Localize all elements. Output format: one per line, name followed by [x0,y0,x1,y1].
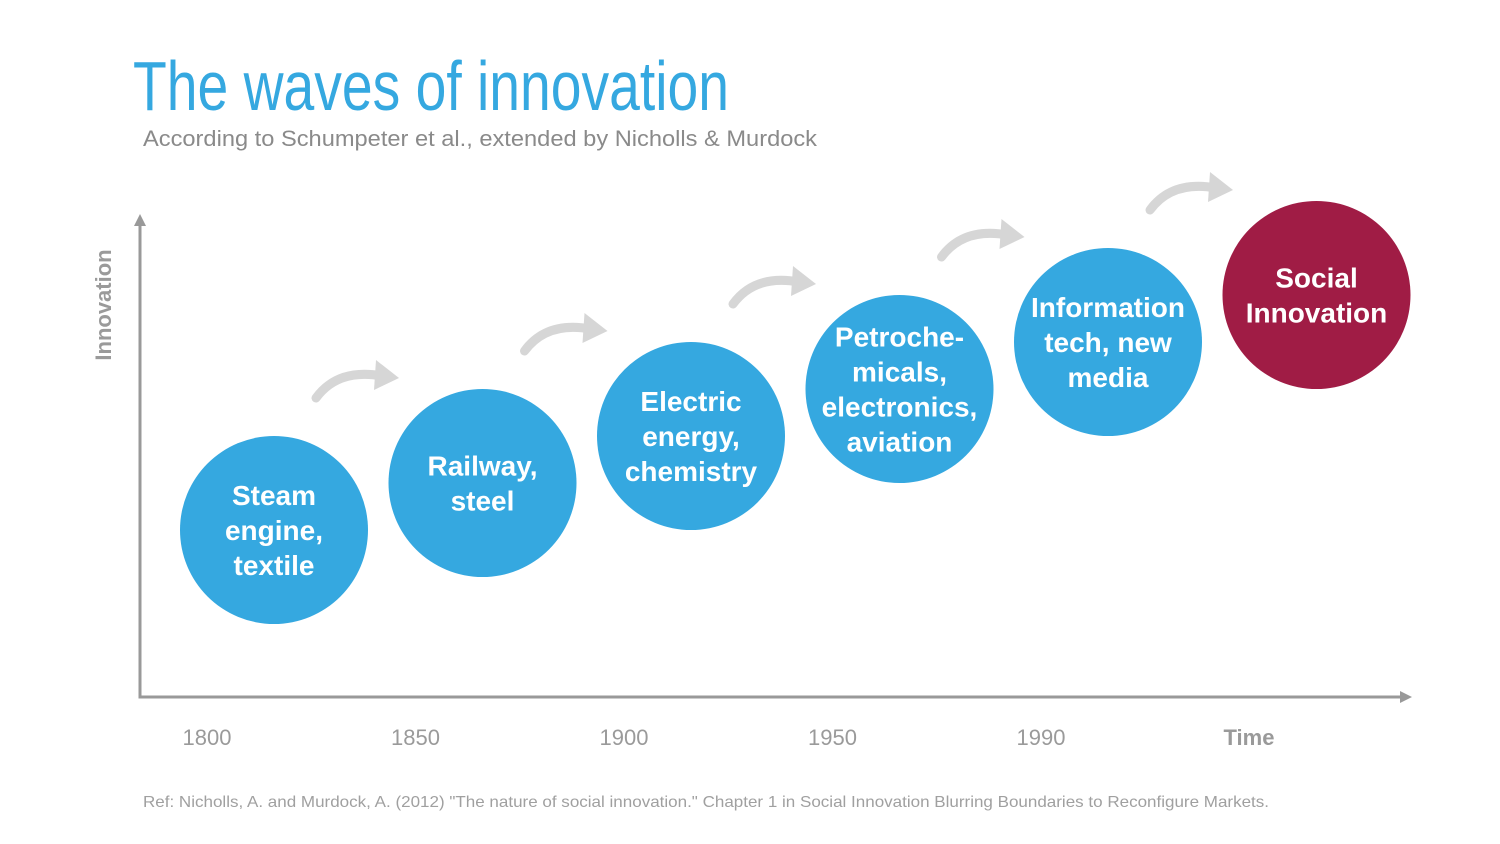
waves: Steam engine, textile Railway, steel Electric… [180,172,1411,624]
wave-label-line: Steam [232,480,316,511]
wave-label-line: Social [1275,263,1357,294]
wave-label-line: electronics, [822,392,978,423]
wave-label-line: textile [234,550,315,581]
arrow [1145,181,1221,215]
arrow [937,228,1012,262]
wave-label-line: Innovation [1246,298,1388,329]
axes [138,222,1406,699]
wave-label-line: energy, [642,421,740,452]
x-tick-label: 1950 [808,725,857,750]
wave-label: Social Innovation [1246,263,1388,329]
x-tick-label: 1900 [600,725,649,750]
wave-label-line: aviation [847,427,953,458]
arrow-head [999,219,1025,249]
x-tick-label: 1850 [391,725,440,750]
arrow [520,322,595,356]
arrow-head [791,266,816,296]
title: The waves of innovation [133,47,729,125]
arrow [728,275,804,309]
y-axis-label: Innovation [91,249,116,360]
wave-label-line: micals, [852,357,947,388]
x-tick-label: 1990 [1017,725,1066,750]
wave-label-line: engine, [225,515,323,546]
wave-label: Electric energy, chemistry [625,386,758,487]
wave-label-line: Petroche- [835,322,964,353]
wave-label-line: Information [1031,292,1185,323]
wave-circle [597,342,785,530]
wave-label: Petroche-micals, electronics, aviation [822,322,978,458]
x-axis-label: Time [1224,725,1275,750]
wave-label-line: Electric [640,386,741,417]
arrow-head [374,360,399,390]
wave-circle [388,389,577,577]
wave-label-line: Railway, [428,451,538,482]
reference: Ref: Nicholls, A. and Murdock, A. (2012)… [143,794,1269,811]
wave-label-line: tech, new [1044,327,1172,358]
wave-circle [805,295,994,483]
wave-circle [1014,248,1202,436]
wave-label: Railway, steel [428,451,538,517]
arrow-head [582,313,608,343]
wave-circle [1222,201,1411,389]
wave-label: Steam engine, textile [225,480,323,581]
subtitle: According to Schumpeter et al., extended… [143,126,818,151]
wave-circle [180,436,368,624]
x-tick-label: 1800 [183,725,232,750]
wave-label: Information tech, new media [1031,292,1185,393]
arrow-head [1208,172,1233,202]
wave-label-line: chemistry [625,456,758,487]
arrow [311,369,387,403]
wave-label-line: media [1068,362,1149,393]
wave-label-line: steel [451,486,515,517]
